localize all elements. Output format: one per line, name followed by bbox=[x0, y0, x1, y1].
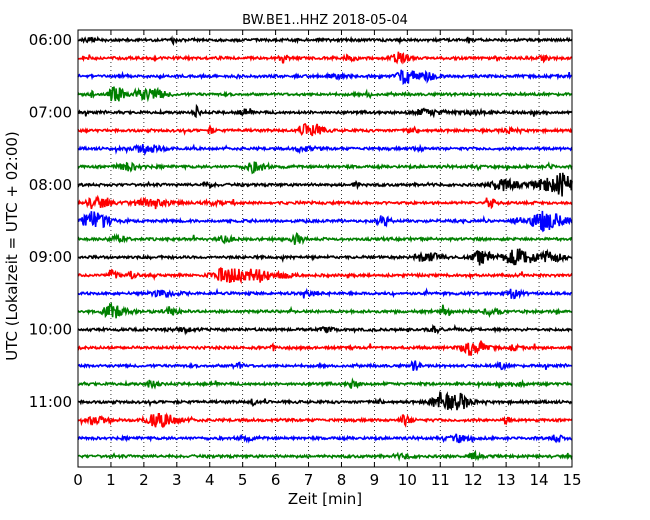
seismic-trace bbox=[77, 231, 573, 246]
x-tick-label: 9 bbox=[370, 471, 380, 489]
x-tick-label: 1 bbox=[106, 471, 116, 489]
x-tick-label: 4 bbox=[205, 471, 215, 489]
traces bbox=[77, 35, 573, 462]
seismic-trace bbox=[77, 210, 573, 233]
seismic-trace bbox=[77, 433, 573, 444]
seismic-trace bbox=[77, 35, 573, 46]
seismic-trace bbox=[77, 172, 573, 197]
plot-frame bbox=[77, 29, 573, 468]
x-tick-label: 8 bbox=[337, 471, 347, 489]
seismic-trace bbox=[77, 377, 573, 390]
y-axis-ticks: 06:00 07:00 08:00 09:00 10:00 11:00 bbox=[29, 31, 572, 411]
x-tick-label: 2 bbox=[139, 471, 149, 489]
seismic-trace bbox=[77, 449, 573, 462]
y-axis-label: UTC (Lokalzeit = UTC + 02:00) bbox=[3, 131, 21, 361]
y-tick-label: 10:00 bbox=[29, 321, 72, 339]
seismic-trace bbox=[77, 323, 573, 336]
x-tick-label: 15 bbox=[562, 471, 581, 489]
grid bbox=[110, 30, 540, 467]
seismic-trace bbox=[77, 51, 573, 65]
seismic-trace bbox=[77, 143, 573, 157]
y-tick-label: 11:00 bbox=[29, 393, 72, 411]
y-tick-label: 06:00 bbox=[29, 31, 72, 49]
x-tick-label: 6 bbox=[271, 471, 281, 489]
y-tick-label: 08:00 bbox=[29, 176, 72, 194]
seismic-trace bbox=[77, 302, 573, 319]
seismic-trace bbox=[77, 103, 573, 119]
seismic-trace bbox=[77, 339, 573, 356]
x-tick-label: 3 bbox=[172, 471, 182, 489]
x-tick-label: 13 bbox=[497, 471, 516, 489]
seismic-trace bbox=[77, 266, 573, 285]
seismic-trace bbox=[77, 287, 573, 300]
x-axis-label: Zeit [min] bbox=[288, 490, 362, 508]
x-tick-label: 14 bbox=[530, 471, 549, 489]
seismic-trace bbox=[77, 69, 573, 86]
x-tick-label: 5 bbox=[238, 471, 248, 489]
seismic-trace bbox=[77, 391, 573, 411]
y-tick-label: 07:00 bbox=[29, 103, 72, 121]
x-tick-label: 11 bbox=[431, 471, 450, 489]
seismic-trace bbox=[77, 360, 573, 371]
x-tick-label: 10 bbox=[398, 471, 417, 489]
seismic-trace bbox=[77, 412, 573, 429]
y-tick-label: 09:00 bbox=[29, 248, 72, 266]
x-tick-label: 12 bbox=[464, 471, 483, 489]
seismic-trace bbox=[77, 86, 573, 103]
seismic-trace bbox=[78, 248, 573, 266]
seismic-trace bbox=[77, 123, 573, 137]
seismic-trace bbox=[77, 194, 573, 210]
x-axis-ticks: 0 1 2 3 4 5 6 7 8 9 10 11 12 13 14 15 bbox=[73, 30, 582, 489]
seismic-trace bbox=[77, 161, 573, 175]
chart-title: BW.BE1..HHZ 2018-05-04 bbox=[242, 13, 408, 28]
x-tick-label: 0 bbox=[73, 471, 83, 489]
x-tick-label: 7 bbox=[304, 471, 314, 489]
